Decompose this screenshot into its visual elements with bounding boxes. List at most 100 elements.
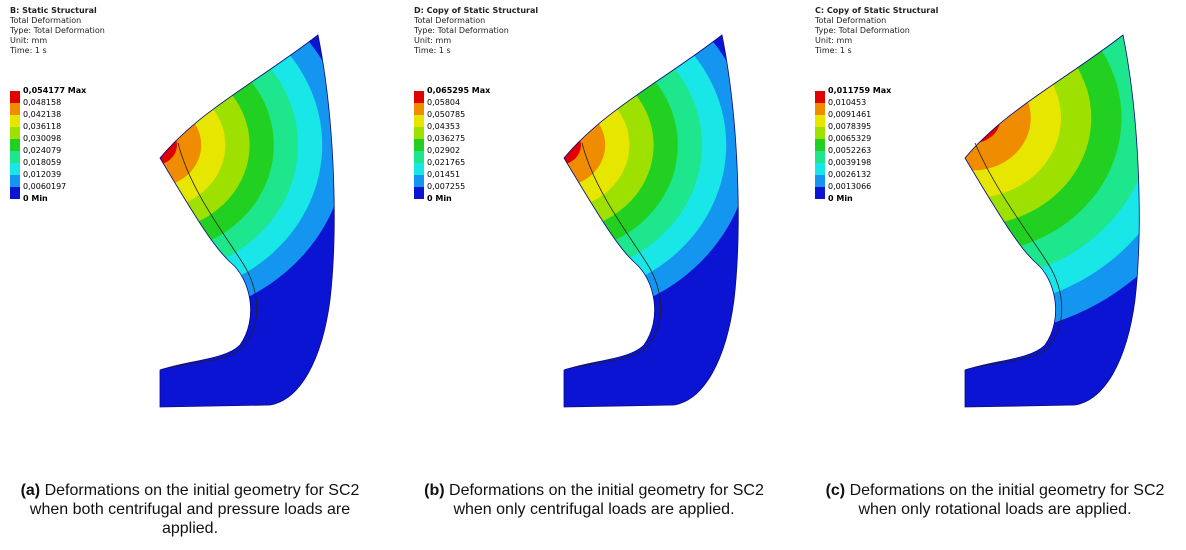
header-line: Unit: mm xyxy=(414,36,538,46)
header-line: Total Deformation xyxy=(10,16,105,26)
legend-row: 0,042138 xyxy=(10,109,86,121)
legend-label: 0,048158 xyxy=(23,98,61,107)
legend-label: 0,0091461 xyxy=(828,110,871,119)
contour-band xyxy=(885,38,1061,198)
legend-label: 0,01451 xyxy=(427,170,460,179)
caption-text: Deformations on the initial geometry for… xyxy=(30,482,360,537)
legend-label: 0,036118 xyxy=(23,122,61,131)
legend-label: 0,0078395 xyxy=(828,122,871,131)
legend-row: 0 Min xyxy=(414,193,490,205)
legend-label: 0 Min xyxy=(828,194,853,203)
legend-row: 0,0065329 xyxy=(815,133,891,145)
legend: 0,011759 Max 0,010453 0,0091461 0,0078395 0,… xyxy=(815,85,891,205)
legend-row: 0,0039198 xyxy=(815,157,891,169)
header-line: Type: Total Deformation xyxy=(414,26,538,36)
legend-row: 0,024079 xyxy=(10,145,86,157)
caption-label: (a) xyxy=(21,482,41,499)
panel-title: B: Static Structural xyxy=(10,6,105,16)
legend-label: 0,021765 xyxy=(427,158,465,167)
contour-band xyxy=(489,81,630,209)
header-line: Unit: mm xyxy=(815,36,938,46)
legend-label: 0,054177 Max xyxy=(23,86,86,95)
legend-row: 0,048158 xyxy=(10,97,86,109)
header-line: Time: 1 s xyxy=(414,46,538,56)
legend-row: 0,036275 xyxy=(414,133,490,145)
legend-label: 0,0052263 xyxy=(828,146,871,155)
legend-row: 0,0091461 xyxy=(815,109,891,121)
panel-title: D: Copy of Static Structural xyxy=(414,6,538,16)
legend-label: 0,065295 Max xyxy=(427,86,490,95)
contour-band xyxy=(537,125,581,165)
caption-text: Deformations on the initial geometry for… xyxy=(850,482,1165,518)
header-line: Time: 1 s xyxy=(10,46,105,56)
contour-band xyxy=(133,125,177,165)
legend-row: 0,04353 xyxy=(414,121,490,133)
legend-row: 0,021765 xyxy=(414,157,490,169)
legend-row: 0,065295 Max xyxy=(414,85,490,97)
legend-row: 0,011759 Max xyxy=(815,85,891,97)
legend-label: 0,011759 Max xyxy=(828,86,891,95)
legend: 0,054177 Max 0,048158 0,042138 0,036118 0,03… xyxy=(10,85,86,205)
contour-band xyxy=(109,103,201,187)
legend-row: 0,050785 xyxy=(414,109,490,121)
legend-row: 0,0060197 xyxy=(10,181,86,193)
legend-label: 0,007255 xyxy=(427,182,465,191)
legend-label: 0,05804 xyxy=(427,98,460,107)
legend-label: 0,0039198 xyxy=(828,158,871,167)
caption-text: Deformations on the initial geometry for… xyxy=(449,482,764,518)
page: B: Static StructuralTotal DeformationTyp… xyxy=(0,0,1186,550)
legend-row: 0,0052263 xyxy=(815,145,891,157)
legend-label: 0,0065329 xyxy=(828,134,871,143)
legend-row: 0,054177 Max xyxy=(10,85,86,97)
legend-row: 0 Min xyxy=(815,193,891,205)
legend: 0,065295 Max 0,05804 0,050785 0,04353 0,0362… xyxy=(414,85,490,205)
fea-model xyxy=(404,0,799,440)
legend-row: 0,05804 xyxy=(414,97,490,109)
legend-label: 0 Min xyxy=(427,194,452,203)
legend-label: 0,036275 xyxy=(427,134,465,143)
caption-label: (b) xyxy=(424,482,444,499)
contour-band xyxy=(85,81,226,209)
legend-label: 0,030098 xyxy=(23,134,61,143)
legend-row: 0,010453 xyxy=(815,97,891,109)
header-line: Type: Total Deformation xyxy=(815,26,938,36)
header-line: Unit: mm xyxy=(10,36,105,46)
legend-row: 0,036118 xyxy=(10,121,86,133)
legend-label: 0,042138 xyxy=(23,110,61,119)
legend-label: 0 Min xyxy=(23,194,48,203)
fea-model xyxy=(805,0,1186,440)
legend-label: 0,0060197 xyxy=(23,182,66,191)
header-line: Total Deformation xyxy=(815,16,938,26)
legend-label: 0,050785 xyxy=(427,110,465,119)
caption-label: (c) xyxy=(826,482,846,499)
caption: (c) Deformations on the initial geometry… xyxy=(805,481,1185,519)
legend-label: 0,012039 xyxy=(23,170,61,179)
legend-label: 0,018059 xyxy=(23,158,61,167)
legend-row: 0,030098 xyxy=(10,133,86,145)
legend-label: 0,010453 xyxy=(828,98,866,107)
fea-model xyxy=(0,0,395,440)
legend-row: 0,02902 xyxy=(414,145,490,157)
legend-label: 0,0026132 xyxy=(828,170,871,179)
header-line: Time: 1 s xyxy=(815,46,938,56)
legend-row: 0,0078395 xyxy=(815,121,891,133)
legend-row: 0,018059 xyxy=(10,157,86,169)
legend-label: 0,0013066 xyxy=(828,182,871,191)
legend-label: 0,024079 xyxy=(23,146,61,155)
legend-row: 0,01451 xyxy=(414,169,490,181)
legend-row: 0,012039 xyxy=(10,169,86,181)
contour-band xyxy=(915,66,1031,171)
panel: D: Copy of Static StructuralTotal Deform… xyxy=(404,0,799,550)
header-line: Type: Total Deformation xyxy=(10,26,105,36)
header-line: Total Deformation xyxy=(414,16,538,26)
legend-label: 0,04353 xyxy=(427,122,460,131)
legend-row: 0,0026132 xyxy=(815,169,891,181)
contour-band xyxy=(946,93,1001,143)
panel-title: C: Copy of Static Structural xyxy=(815,6,938,16)
contour-band xyxy=(513,103,605,187)
legend-row: 0,0013066 xyxy=(815,181,891,193)
legend-row: 0 Min xyxy=(10,193,86,205)
